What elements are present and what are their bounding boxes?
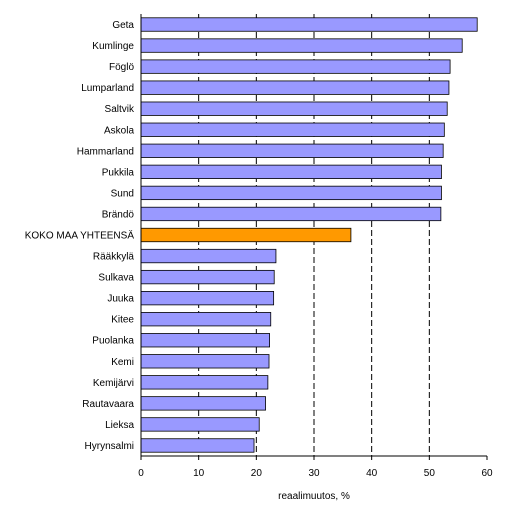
category-label: Geta [112, 20, 134, 31]
bar [140, 80, 450, 95]
bar [140, 396, 266, 411]
category-label: Kemijärvi [93, 378, 134, 389]
bar [140, 375, 269, 390]
bar [140, 291, 275, 306]
bar [140, 333, 270, 348]
x-tick-label: 40 [366, 468, 378, 479]
x-tick-label: 20 [251, 468, 263, 479]
bar-highlight [140, 227, 352, 243]
x-tick-labels: 0 10 20 30 40 50 60 [138, 456, 493, 479]
category-label: Kumlinge [92, 41, 134, 52]
x-tick-label: 10 [193, 468, 205, 479]
category-label: Kitee [111, 315, 134, 326]
bar [140, 59, 451, 74]
bar [140, 269, 275, 285]
bar [140, 354, 270, 369]
bar [140, 122, 445, 137]
bar [140, 143, 444, 158]
bar [140, 417, 260, 432]
bar [140, 206, 442, 222]
bar [140, 312, 272, 327]
category-labels: Geta Kumlinge Föglö Lumparland Saltvik Askola… [25, 20, 135, 452]
bar [140, 185, 442, 201]
bar [140, 17, 478, 32]
category-label: Rääkkylä [93, 252, 135, 263]
bars [140, 17, 478, 453]
category-label: Puolanka [92, 336, 134, 347]
category-label: Sulkava [98, 273, 134, 284]
category-label: Brändö [102, 209, 135, 220]
x-tick-label: 50 [424, 468, 436, 479]
x-tick-label: 30 [308, 468, 320, 479]
bar [140, 248, 277, 264]
bar [140, 38, 463, 53]
category-label: Juuka [107, 294, 134, 305]
category-label: Askola [104, 125, 134, 136]
category-label: Rautavaara [82, 399, 134, 410]
x-axis-title: reaalimuutos, % [278, 491, 350, 502]
category-label: Hammarland [77, 146, 134, 157]
category-label: Pukkila [102, 167, 135, 178]
category-label: Föglö [109, 62, 134, 73]
category-label: KOKO MAA YHTEENSÄ [25, 230, 135, 242]
bar [140, 101, 448, 116]
category-label: Lieksa [105, 420, 134, 431]
category-label: Saltvik [105, 104, 135, 115]
x-tick-label: 60 [481, 468, 493, 479]
category-label: Hyrynsalmi [85, 441, 134, 452]
category-label: Lumparland [81, 83, 134, 94]
bar [140, 164, 442, 179]
x-tick-label: 0 [138, 468, 144, 479]
category-label: Sund [111, 188, 134, 199]
category-label: Kemi [111, 357, 134, 368]
bar [140, 438, 255, 453]
